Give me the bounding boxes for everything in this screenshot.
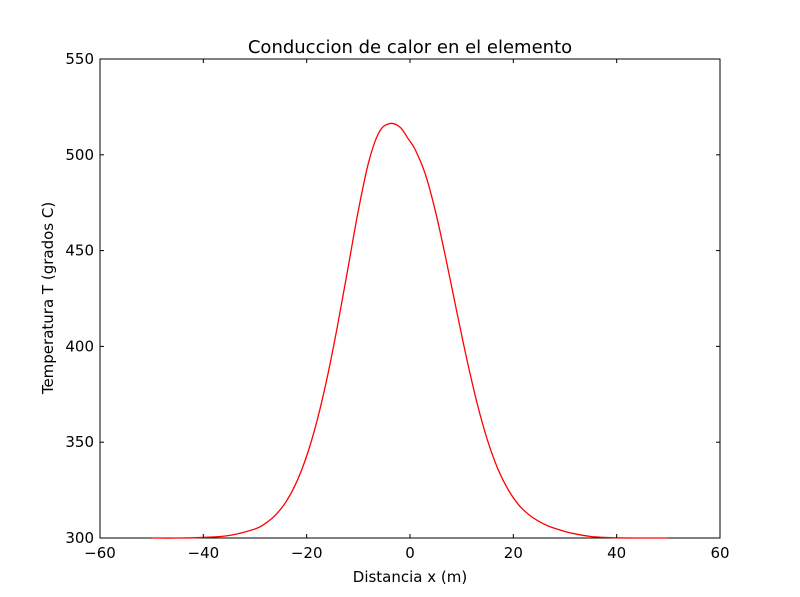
x-tick-label: −40 — [188, 544, 220, 562]
chart-title: Conduccion de calor en el elemento — [248, 37, 572, 58]
y-tick-label: 400 — [65, 337, 94, 355]
y-tick-label: 550 — [65, 50, 94, 68]
plot-area: −60 −40 −20 0 20 40 60 300 350 400 450 500 550 — [65, 50, 729, 562]
y-tick-label: 350 — [65, 433, 94, 451]
axes-frame — [99, 58, 721, 539]
temperature-line — [151, 122, 669, 539]
x-tick-label: 60 — [710, 544, 729, 562]
y-axis-label: Temperatura T (grados C) — [39, 202, 57, 395]
x-tick-label: 20 — [504, 544, 523, 562]
x-axis-ticks: −60 −40 −20 0 20 40 60 — [84, 59, 730, 562]
y-tick-label: 500 — [65, 146, 94, 164]
x-tick-label: −60 — [84, 544, 116, 562]
y-tick-label: 450 — [65, 242, 94, 260]
x-axis-label: Distancia x (m) — [353, 568, 467, 586]
y-tick-label: 300 — [65, 529, 94, 547]
series-layer — [151, 122, 669, 539]
y-axis-ticks: 300 350 400 450 500 550 — [65, 50, 720, 547]
x-tick-label: −20 — [291, 544, 323, 562]
x-tick-label: 40 — [607, 544, 626, 562]
x-tick-label: 0 — [405, 544, 415, 562]
